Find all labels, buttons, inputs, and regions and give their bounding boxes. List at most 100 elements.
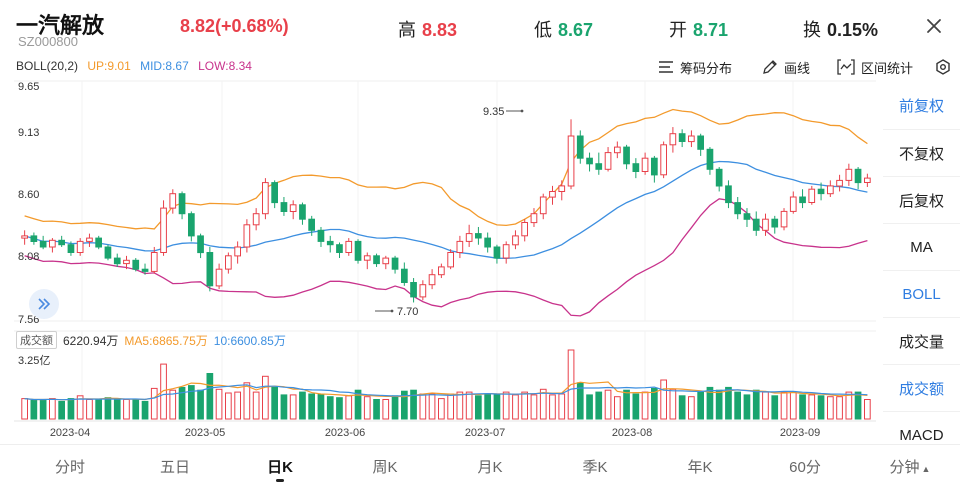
stock-name: 一汽解放 — [16, 13, 105, 38]
volume-bar — [178, 386, 186, 420]
candle-body — [539, 196, 547, 215]
kline-chart[interactable]: 9.65 9.13 8.60 8.08 7.56 9.35 7.70 3.25亿… — [0, 78, 880, 444]
volume-bar — [206, 373, 214, 420]
volume-bar — [67, 398, 75, 420]
volume-bar — [465, 391, 473, 420]
volume-bar — [299, 391, 306, 420]
side-item-boll[interactable]: BOLL — [883, 270, 960, 317]
candle-body — [456, 240, 464, 253]
tab-five-day[interactable]: 五日 — [159, 459, 190, 476]
volume-bar — [651, 387, 658, 420]
volume-bar — [243, 382, 251, 420]
candle-body — [493, 246, 501, 259]
volume-bar — [123, 399, 130, 420]
boll-low-value: LOW:8.34 — [198, 59, 252, 73]
volume-bar — [280, 394, 288, 420]
volume-bar — [225, 392, 232, 420]
volume-bar — [854, 391, 862, 420]
candle-body — [243, 224, 251, 248]
candle-body — [299, 204, 306, 220]
candle-body — [289, 204, 297, 213]
side-item-turnover-amount[interactable]: 成交额 — [883, 364, 960, 411]
candle-body — [382, 257, 390, 265]
volume-bar — [86, 399, 93, 420]
side-item-forward-adjust[interactable]: 前复权 — [898, 98, 944, 115]
candle-body — [39, 240, 47, 248]
min-annotation: 7.70 — [375, 306, 418, 318]
expand-button[interactable] — [29, 289, 59, 319]
volume-bar — [827, 396, 834, 420]
volume-current: 6220.94万 — [63, 333, 119, 348]
volume-bar — [132, 399, 140, 420]
candle-body — [558, 185, 566, 193]
volume-bar — [475, 395, 482, 420]
volume-type-tag[interactable]: 成交额 — [16, 331, 57, 349]
quote-header: 一汽解放 SZ000800 8.82(+0.68%) 高 8.83 低 8.67 开… — [0, 0, 960, 56]
tab-weekly-k[interactable]: 周K — [372, 459, 398, 476]
side-item-ma[interactable]: MA — [883, 223, 960, 270]
candle-body — [502, 244, 510, 259]
tab-monthly-k[interactable]: 月K — [477, 459, 503, 476]
candle-body — [651, 157, 658, 176]
volume-bar — [382, 399, 390, 420]
volume-bar — [669, 388, 677, 420]
chip-distribution-button[interactable]: 筹码分布 — [658, 56, 732, 78]
double-chevron-right-icon — [38, 298, 51, 310]
candle-body — [780, 210, 788, 228]
price-axis: 9.65 9.13 8.60 8.08 7.56 — [18, 81, 39, 326]
side-item-macd[interactable]: MACD — [883, 411, 960, 458]
tab-intraday[interactable]: 分时 — [54, 459, 85, 476]
candle-body — [864, 177, 871, 183]
volume-bar — [150, 387, 158, 420]
side-item-volume[interactable]: 成交量 — [883, 317, 960, 364]
volume-bar — [530, 394, 538, 420]
tab-yearly-k[interactable]: 年K — [687, 459, 713, 476]
volume-bar — [678, 395, 686, 420]
volume-bar — [419, 393, 427, 420]
open-value: 8.71 — [693, 20, 729, 40]
candle-body — [567, 135, 575, 187]
volume-bar — [308, 393, 315, 420]
candle-body — [688, 135, 695, 143]
volume-ma5: MA5:6865.75万 — [124, 333, 208, 348]
candle-body — [308, 218, 315, 231]
boll-up-value: UP:9.01 — [87, 59, 131, 73]
settings-button[interactable] — [935, 56, 951, 78]
range-stats-button[interactable]: 区间统计 — [837, 56, 913, 78]
side-item-no-adjust[interactable]: 不复权 — [883, 129, 960, 176]
volume-bar — [160, 363, 167, 420]
draw-line-label: 画线 — [784, 60, 811, 76]
volume-bar — [743, 394, 751, 420]
candle-body — [725, 185, 732, 204]
tab-60-min[interactable]: 60分 — [789, 459, 821, 476]
volume-bar — [808, 394, 816, 420]
side-item-backward-adjust[interactable]: 后复权 — [883, 176, 960, 223]
tab-minute-dropdown[interactable]: 分钟 ▲ — [880, 456, 940, 477]
candle-body — [697, 135, 704, 150]
close-button[interactable] — [922, 14, 946, 38]
date-tick: 2023-05 — [185, 427, 225, 439]
draw-line-button[interactable]: 画线 — [762, 56, 810, 78]
price-tick: 8.08 — [18, 251, 39, 263]
candle-body — [447, 252, 454, 268]
range-stats-label: 区间统计 — [861, 60, 914, 76]
volume-bar — [141, 400, 149, 420]
pencil-icon — [763, 60, 777, 74]
volume-bar — [234, 391, 242, 420]
tab-minute-label: 分钟 — [889, 459, 920, 476]
volume-bar — [104, 397, 112, 420]
volume-bar — [169, 389, 177, 420]
candle-body — [215, 268, 223, 287]
tab-quarterly-k[interactable]: 季K — [582, 459, 608, 476]
date-tick: 2023-04 — [50, 427, 90, 439]
candle-body — [827, 185, 834, 195]
tab-daily-k[interactable]: 日K — [267, 459, 293, 476]
candle-body — [678, 133, 686, 143]
date-axis: 2023-04 2023-05 2023-06 2023-07 2023-08 … — [50, 427, 820, 439]
candle-body — [845, 168, 853, 181]
candle-body — [512, 235, 519, 246]
candle-body — [58, 239, 65, 246]
candle-body — [76, 240, 84, 253]
volume-bar — [484, 393, 491, 420]
volume-bar — [21, 398, 28, 420]
